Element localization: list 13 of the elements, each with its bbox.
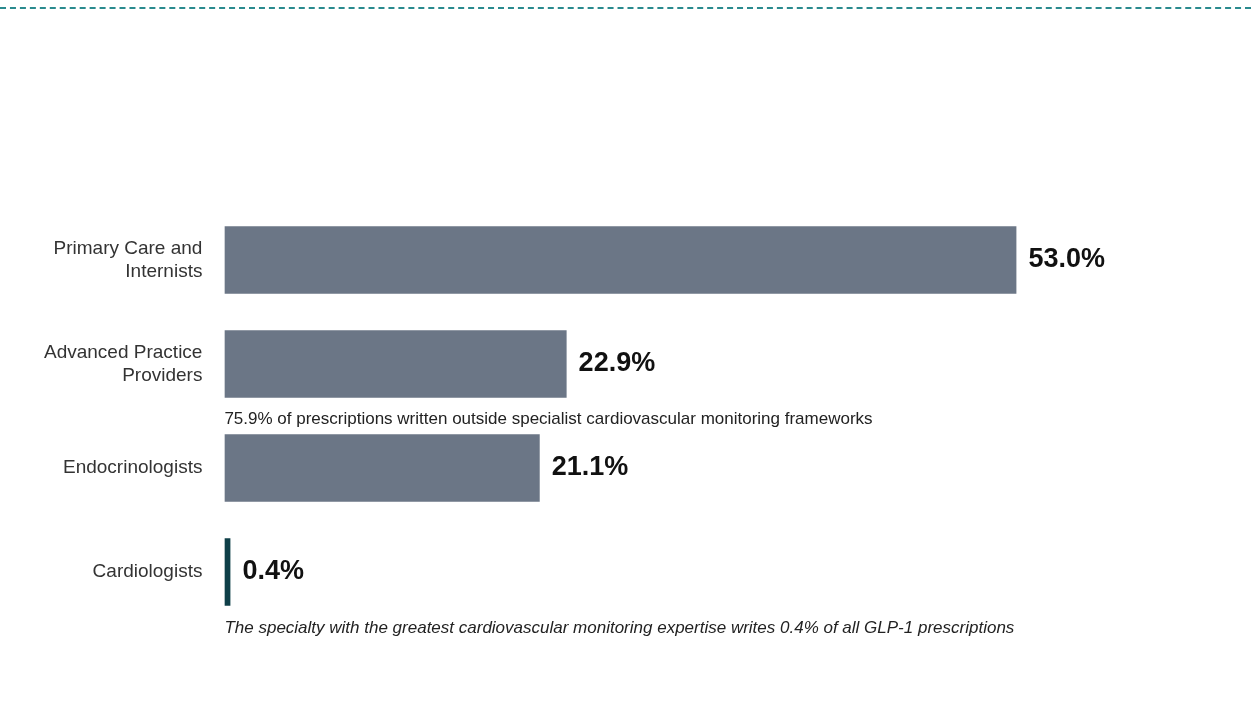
bar [224, 434, 540, 502]
y-tick-label: Primary Care and Internists [53, 236, 203, 281]
y-tick-label: Advanced Practice Providers [44, 340, 203, 385]
bar [224, 330, 567, 398]
data-label: 0.4% [242, 555, 304, 586]
annotation: The specialty with the greatest cardiovascular monitoring expertise writes 0.4% of all GLP-1 prescriptions [224, 617, 1015, 637]
y-tick-label: Cardiologists [92, 560, 203, 582]
bar [224, 226, 1017, 294]
y-tick-label: Endocrinologists [63, 456, 203, 478]
data-label: 21.1% [551, 451, 629, 482]
data-label: 22.9% [578, 347, 656, 378]
data-label: 53.0% [1028, 243, 1105, 274]
annotation: 75.9% of prescriptions written outside specialist cardiovascular monitoring frameworks [224, 409, 873, 429]
